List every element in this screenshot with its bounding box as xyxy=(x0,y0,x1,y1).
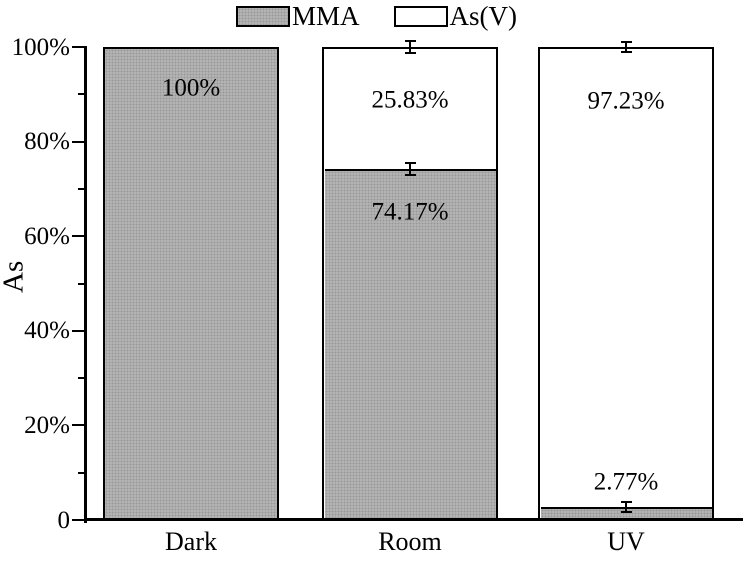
bar-dark xyxy=(103,47,279,521)
error-bar-cap-bottom xyxy=(620,50,632,53)
value-label: 25.83% xyxy=(371,86,449,114)
error-bar-line xyxy=(409,163,411,175)
legend-swatch-asv xyxy=(393,6,448,27)
value-label: 100% xyxy=(161,74,221,102)
x-tick-label-dark: Dark xyxy=(165,527,217,556)
y-axis-spine xyxy=(84,45,87,523)
error-bar-cap-top xyxy=(404,40,416,43)
error-bar-cap-bottom xyxy=(620,510,632,513)
y-major-tick xyxy=(72,329,84,332)
y-tick-label: 0 xyxy=(57,506,71,534)
x-axis-spine xyxy=(84,517,743,521)
y-major-tick xyxy=(72,235,84,238)
error-bar-cap-top xyxy=(404,162,416,165)
y-minor-tick xyxy=(78,93,84,96)
error-bar-cap-top xyxy=(620,41,632,44)
error-bar-line xyxy=(625,42,627,52)
legend-item-asv: As(V) xyxy=(393,1,518,31)
legend-label-asv: As(V) xyxy=(449,1,518,31)
y-minor-tick xyxy=(78,471,84,474)
value-label: 97.23% xyxy=(587,87,665,115)
bar-segment-mma-room xyxy=(324,169,496,519)
legend: MMA As(V) xyxy=(236,3,517,30)
y-minor-tick xyxy=(78,377,84,380)
bar-uv xyxy=(538,47,714,521)
y-minor-tick xyxy=(78,282,84,285)
error-bar-cap-bottom xyxy=(404,173,416,176)
y-major-tick xyxy=(72,519,84,521)
x-tick-label-room: Room xyxy=(378,527,442,556)
y-minor-tick xyxy=(78,187,84,190)
error-bar-line xyxy=(625,502,627,512)
y-tick-label: 100% xyxy=(11,33,70,61)
y-tick-label: 40% xyxy=(24,317,70,345)
error-bar-line xyxy=(409,41,411,53)
value-label: 2.77% xyxy=(593,468,659,496)
error-bar-cap-top xyxy=(620,501,632,504)
y-tick-label: 80% xyxy=(24,128,70,156)
y-axis-title: As xyxy=(0,260,30,293)
y-major-tick xyxy=(72,140,84,143)
legend-item-mma: MMA xyxy=(236,3,360,30)
x-tick-label-uv: UV xyxy=(607,527,645,556)
legend-label-mma: MMA xyxy=(292,1,360,31)
error-bar-cap-bottom xyxy=(404,51,416,54)
y-tick-label: 60% xyxy=(24,222,70,250)
value-label: 74.17% xyxy=(371,198,449,226)
y-tick-label: 20% xyxy=(24,411,70,439)
y-major-tick xyxy=(72,46,84,48)
y-major-tick xyxy=(72,424,84,427)
legend-swatch-mma xyxy=(236,6,290,27)
